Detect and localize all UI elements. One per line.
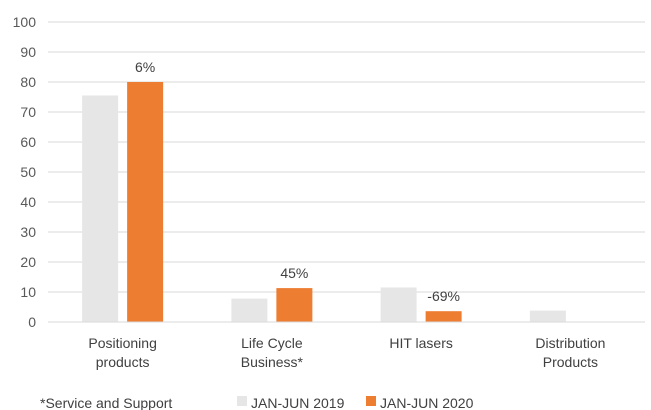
x-category-label-line: Business*: [241, 354, 304, 370]
y-tick-label: 80: [20, 74, 36, 90]
x-category-label: Distribution Products: [535, 335, 605, 370]
data-labels: 6% 45% -69%: [135, 59, 460, 304]
data-label: -69%: [427, 288, 460, 304]
legend-swatch-2020: [366, 396, 376, 406]
bar-2020: [127, 82, 164, 322]
y-tick-label: 50: [20, 164, 36, 180]
footnote: *Service and Support: [40, 395, 172, 410]
legend: *Service and Support JAN-JUN 2019 JAN-JU…: [40, 395, 474, 410]
bar-2019: [380, 287, 417, 322]
y-tick-label: 70: [20, 104, 36, 120]
bar-2019: [529, 310, 566, 322]
bar-2020: [276, 288, 313, 322]
y-tick-label: 0: [28, 314, 36, 330]
x-category-label: Positioning products: [88, 335, 157, 370]
bar-2019: [82, 95, 119, 322]
x-category-label: Life Cycle Business*: [241, 335, 304, 370]
legend-label-2019: JAN-JUN 2019: [251, 395, 345, 410]
x-category-label-line: HIT lasers: [389, 335, 453, 351]
y-tick-label: 20: [20, 254, 36, 270]
y-tick-label: 10: [20, 284, 36, 300]
x-axis: Positioning products Life Cycle Business* HI…: [48, 321, 645, 370]
x-category-label-line: Life Cycle: [241, 335, 303, 351]
x-category-label: HIT lasers: [389, 335, 453, 351]
y-tick-label: 100: [13, 14, 37, 30]
data-label: 45%: [280, 265, 308, 281]
y-tick-label: 60: [20, 134, 36, 150]
legend-swatch-2019: [237, 396, 247, 406]
bar-2020: [425, 311, 462, 322]
bar-2019: [231, 298, 268, 322]
legend-label-2020: JAN-JUN 2020: [380, 395, 474, 410]
y-axis: 0 10 20 30 40 50 60 70 80 90 100: [13, 14, 37, 330]
x-category-label-line: products: [96, 354, 150, 370]
x-category-label-line: Distribution: [535, 335, 605, 351]
data-label: 6%: [135, 59, 155, 75]
y-tick-label: 40: [20, 194, 36, 210]
x-category-label-line: Positioning: [88, 335, 157, 351]
x-category-label-line: Products: [543, 354, 598, 370]
y-tick-label: 90: [20, 44, 36, 60]
y-tick-label: 30: [20, 224, 36, 240]
bars: [82, 82, 566, 322]
